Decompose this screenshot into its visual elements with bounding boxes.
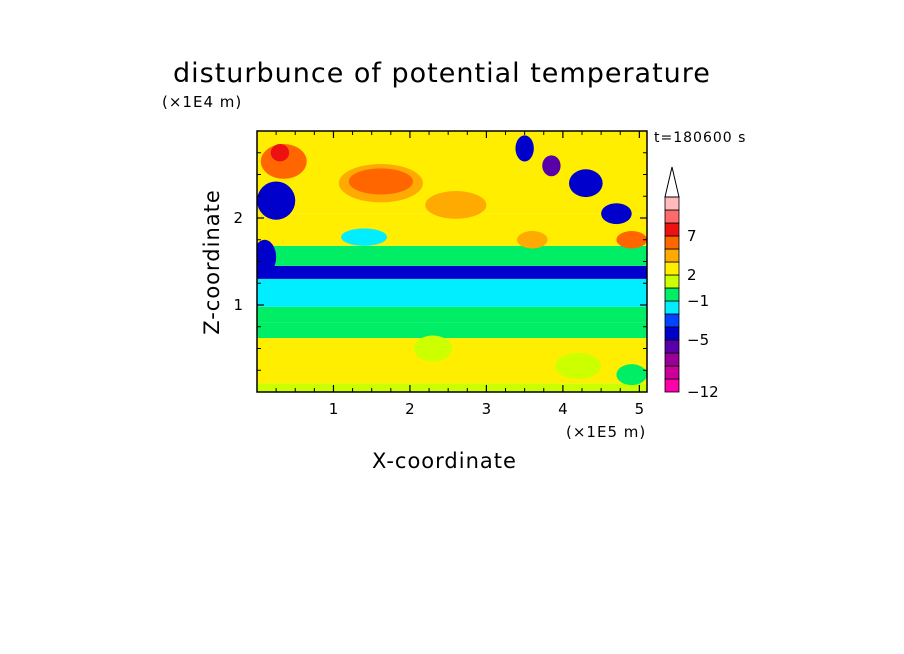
colorbar-tick-label: 7	[687, 227, 697, 245]
chart-title: disturbunce of potential temperature	[173, 58, 711, 89]
colorbar-swatch	[664, 339, 680, 354]
colorbar-swatch	[664, 248, 680, 263]
colorbar-swatch	[664, 209, 680, 224]
contour-band	[257, 245, 647, 266]
colorbar-tick-label: −5	[687, 331, 709, 349]
y-axis-unit: (×1E4 m)	[162, 93, 243, 111]
contour-feature	[257, 181, 296, 220]
colorbar: 7 2 −1 −5 −12	[664, 166, 719, 401]
plot-area	[257, 131, 647, 392]
contour-band	[257, 278, 647, 307]
contour-feature	[616, 364, 647, 386]
axes: 1 2 3 4 5 1 2	[233, 131, 647, 418]
colorbar-swatch	[664, 274, 680, 289]
contour-feature	[348, 168, 413, 195]
colorbar-tick-label: 2	[687, 266, 697, 284]
colorbar-swatch	[664, 365, 680, 380]
colorbar-swatch	[664, 261, 680, 276]
colorbar-swatch	[664, 235, 680, 250]
colorbar-swatch	[664, 378, 680, 393]
contour-feature	[569, 169, 603, 198]
contour-feature	[515, 135, 534, 162]
colorbar-tick-label: −12	[687, 383, 719, 401]
x-axis-unit: (×1E5 m)	[566, 423, 647, 441]
contour-feature	[257, 239, 277, 275]
contour-feature	[425, 191, 487, 219]
x-tick-label: 1	[329, 400, 339, 418]
contour-feature	[413, 335, 452, 362]
x-tick-label: 3	[482, 400, 492, 418]
contour-feature	[616, 231, 647, 249]
contour-band	[257, 322, 647, 339]
colorbar-swatch	[664, 196, 680, 211]
colorbar-swatch	[664, 300, 680, 315]
contour-band	[257, 383, 647, 392]
colorbar-swatch	[664, 313, 680, 328]
x-axis-label: X-coordinate	[372, 449, 517, 473]
colorbar-extend-arrow	[664, 166, 680, 198]
colorbar-swatch	[664, 326, 680, 341]
contour-feature	[601, 203, 632, 225]
time-label: t=180600 s	[654, 130, 747, 146]
contour-feature	[270, 144, 290, 162]
x-tick-label: 4	[558, 400, 568, 418]
contour-feature	[341, 228, 388, 246]
colorbar-swatch	[664, 287, 680, 302]
colorbar-swatch	[664, 222, 680, 237]
y-tick-label: 1	[233, 296, 243, 314]
y-tick-label: 2	[233, 209, 243, 227]
x-tick-label: 2	[405, 400, 415, 418]
contour-feature	[542, 155, 561, 177]
contour-band	[257, 265, 647, 279]
contour-band	[257, 213, 647, 246]
colorbar-tick-label: −1	[687, 292, 709, 310]
colorbar-swatch	[664, 352, 680, 367]
contour-band	[257, 306, 647, 323]
x-tick-label: 5	[635, 400, 645, 418]
contour-feature	[517, 231, 548, 249]
contour-feature	[555, 352, 602, 379]
